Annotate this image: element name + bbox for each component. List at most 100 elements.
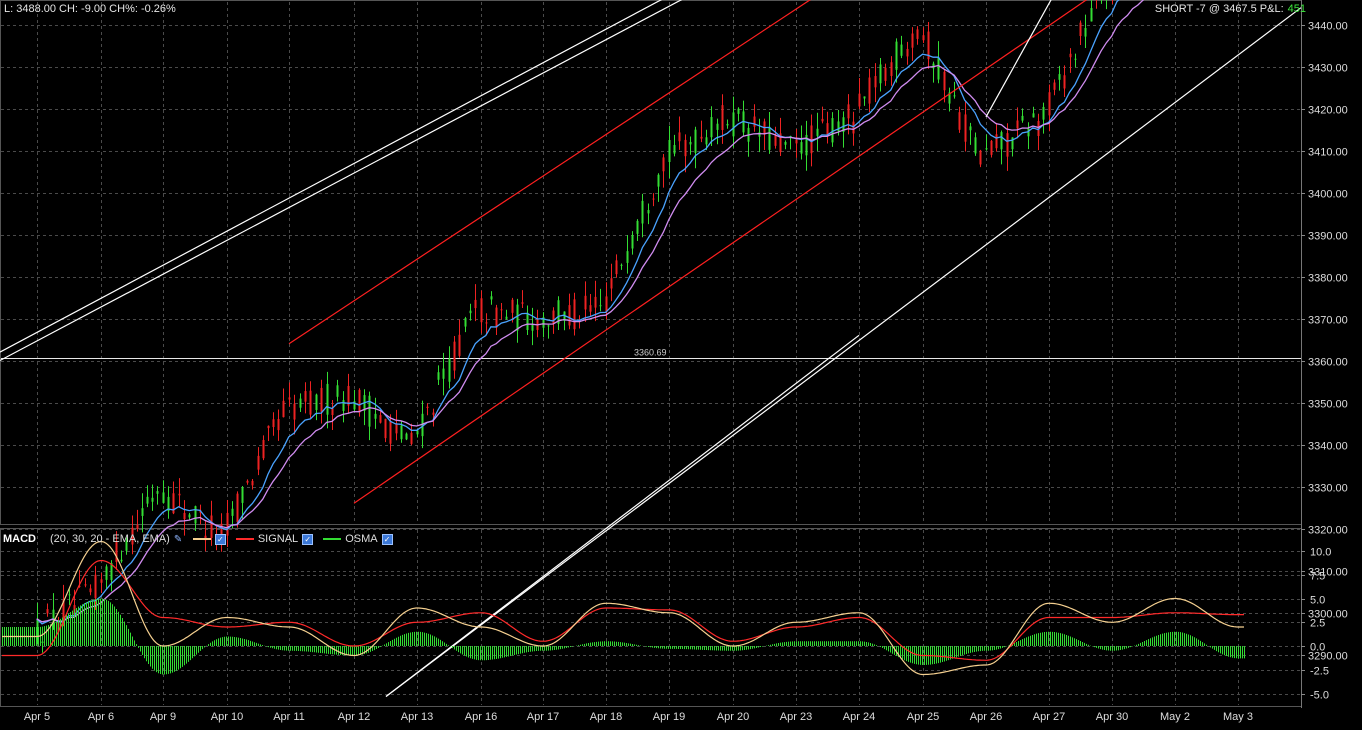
macd-tick-label: 0.0	[1310, 642, 1325, 654]
candle-body	[868, 77, 871, 104]
candle-body	[758, 132, 761, 137]
candle-body	[884, 67, 887, 81]
candle-body	[326, 383, 329, 415]
candle-body	[146, 496, 149, 504]
ema-slow-line	[36, 0, 1145, 623]
channel-line[interactable]	[353, 0, 1301, 504]
signal-label: SIGNAL	[257, 533, 299, 545]
trendline[interactable]	[0, 0, 1301, 362]
macd-tick-label: 10.0	[1310, 547, 1331, 559]
macd-title: MACD	[3, 533, 36, 545]
candle-body	[304, 391, 307, 402]
candle-body	[726, 123, 729, 126]
trendline[interactable]	[385, 334, 860, 697]
candle-body	[969, 126, 972, 131]
candle-body	[78, 585, 81, 587]
date-label: May 2	[1160, 711, 1190, 723]
candle-body	[141, 508, 144, 516]
candle-body	[1048, 92, 1051, 116]
candle-body	[810, 125, 813, 154]
candle-body	[500, 309, 503, 311]
osma-histogram	[2, 598, 1245, 675]
date-label: Apr 30	[1096, 711, 1128, 723]
candle-body	[631, 235, 634, 249]
candle-body	[100, 579, 103, 583]
candle-body	[937, 57, 940, 80]
candle-body	[167, 496, 170, 512]
candle-body	[84, 584, 87, 586]
candle-body	[231, 508, 234, 516]
channel-line[interactable]	[288, 0, 1301, 345]
date-label: Apr 12	[338, 711, 370, 723]
candle-body	[485, 322, 488, 324]
candle-body	[526, 312, 529, 331]
price-tick-label: 3340.00	[1308, 441, 1348, 453]
osma-visible-checkbox[interactable]: ✓	[381, 533, 393, 545]
candle-body	[120, 559, 123, 562]
candle-body	[985, 148, 988, 150]
candle-body	[521, 302, 524, 304]
candle-body	[421, 413, 424, 437]
candle-body	[906, 48, 909, 57]
candle-body	[1000, 132, 1003, 150]
candle-body	[125, 541, 128, 551]
candle-body	[469, 310, 472, 314]
candle-body	[437, 372, 440, 380]
date-label: May 3	[1223, 711, 1253, 723]
candle-body	[1016, 120, 1019, 129]
candle-body	[615, 260, 618, 275]
candle-body	[531, 324, 534, 331]
candle-body	[246, 480, 249, 483]
candle-body	[267, 425, 270, 429]
candle-body	[226, 512, 229, 536]
candle-body	[1074, 58, 1077, 60]
candle-body	[647, 210, 650, 214]
candle-body	[678, 132, 681, 142]
price-tick-label: 3430.00	[1308, 63, 1348, 75]
candle-body	[458, 334, 461, 356]
candle-body	[705, 137, 708, 145]
candles	[36, 0, 1113, 653]
trendline[interactable]	[985, 0, 1238, 118]
candle-body	[610, 278, 613, 289]
candle-body	[272, 419, 275, 428]
candle-body	[400, 425, 403, 440]
candle-body	[890, 62, 893, 76]
candle-body	[347, 385, 350, 406]
candle-body	[1079, 22, 1082, 36]
candle-body	[1011, 137, 1014, 150]
signal-visible-checkbox[interactable]: ✓	[302, 533, 314, 545]
candle-body	[389, 421, 392, 444]
signal-swatch	[235, 538, 254, 540]
candle-body	[916, 29, 919, 39]
macd-line	[2, 541, 1244, 676]
candle-body	[584, 295, 587, 310]
trendline[interactable]	[385, 7, 1302, 697]
candle-body	[1053, 82, 1056, 90]
candle-body	[136, 524, 139, 529]
candle-body	[46, 609, 49, 614]
candle-body	[379, 415, 382, 423]
candle-body	[162, 492, 165, 503]
date-label: Apr 27	[1033, 711, 1065, 723]
date-label: Apr 25	[907, 711, 939, 723]
candle-body	[374, 413, 377, 419]
date-label: Apr 24	[843, 711, 875, 723]
edit-icon[interactable]: ✎	[173, 533, 183, 545]
price-tick-label: 3390.00	[1308, 231, 1348, 243]
candle-body	[700, 136, 703, 139]
candle-body	[774, 135, 777, 146]
candle-body	[368, 395, 371, 427]
candle-body	[557, 300, 560, 324]
candle-body	[416, 430, 419, 435]
trendline[interactable]	[0, 0, 733, 353]
candle-body	[842, 117, 845, 132]
macd-tick-label: 7.5	[1310, 571, 1325, 583]
candle-body	[448, 358, 451, 382]
candle-body	[384, 418, 387, 439]
macd-visible-checkbox[interactable]: ✓	[214, 533, 226, 545]
candle-body	[684, 139, 687, 157]
price-tick-label: 3370.00	[1308, 315, 1348, 327]
candle-body	[395, 423, 398, 434]
